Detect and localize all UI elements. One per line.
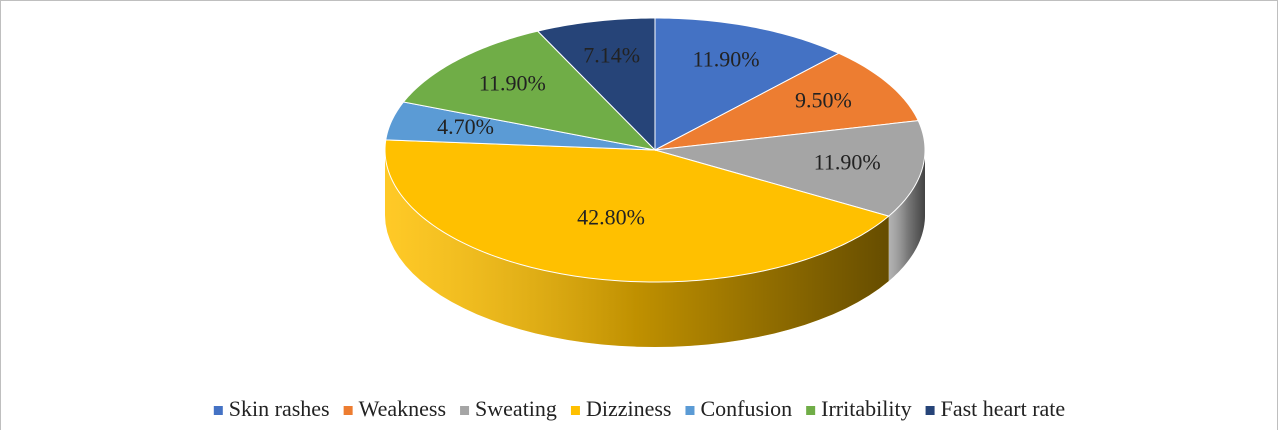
data-label: 9.50% [795, 88, 852, 113]
data-label: 4.70% [437, 114, 494, 139]
legend-swatch [806, 406, 816, 415]
data-label: 7.14% [583, 42, 640, 67]
data-label: 11.90% [693, 47, 760, 72]
legend-label: Irritability [821, 396, 911, 421]
data-label: 11.90% [814, 149, 881, 174]
data-label: 42.80% [577, 204, 645, 229]
legend-swatch [460, 406, 470, 415]
legend-label: Weakness [359, 396, 446, 421]
legend-swatch [213, 406, 223, 415]
slice [654, 120, 926, 217]
data-label: 11.90% [479, 70, 546, 95]
legend-label: Dizziness [586, 396, 672, 421]
slice [536, 17, 656, 152]
slice [384, 139, 890, 283]
legend-label: Fast heart rate [941, 396, 1066, 421]
legend-swatch [925, 406, 935, 415]
slice [402, 30, 657, 151]
legend-swatch [685, 406, 695, 415]
legend-label: Confusion [700, 396, 792, 421]
legend-swatch [570, 406, 580, 415]
slice [654, 17, 840, 151]
legend-label: Sweating [475, 396, 557, 421]
legend-label: Skin rashes [229, 396, 330, 421]
slice-side-shade [385, 150, 889, 347]
slice [385, 101, 656, 151]
slice-side-shade [888, 150, 925, 282]
legend-swatch [343, 406, 353, 415]
slice [654, 52, 920, 151]
